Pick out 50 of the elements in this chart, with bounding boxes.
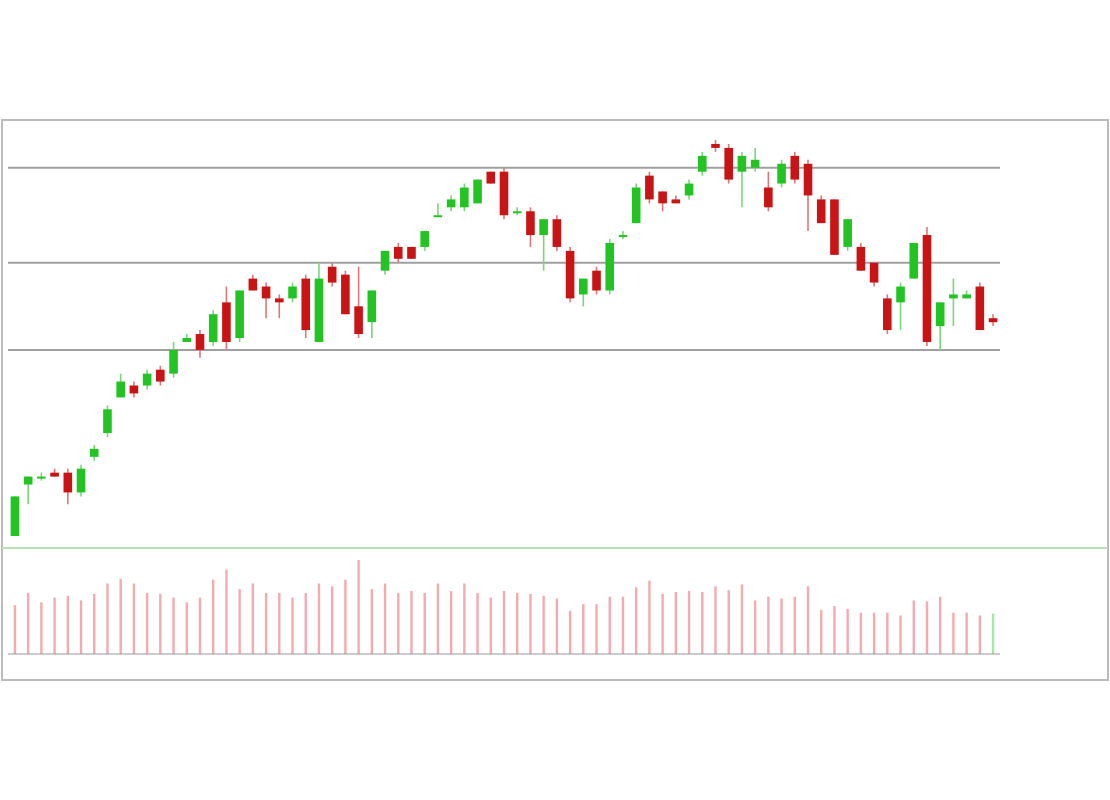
candlestick [975, 281, 985, 331]
candlestick [605, 238, 615, 296]
candlestick [222, 285, 231, 351]
candlestick [552, 214, 562, 252]
candlestick [367, 289, 377, 339]
candlestick [76, 463, 86, 498]
candlestick [631, 182, 641, 224]
candlestick [816, 194, 826, 224]
candlestick [420, 230, 429, 252]
candlestick [737, 151, 747, 209]
candlestick [208, 309, 218, 347]
candlestick [354, 265, 363, 339]
candlestick [592, 265, 601, 296]
candlestick [565, 246, 575, 304]
candlestick [949, 277, 958, 327]
candlestick [618, 230, 628, 240]
candlestick [896, 281, 905, 331]
candlestick [697, 151, 707, 177]
candlestick [288, 281, 297, 304]
candlestick [341, 269, 350, 316]
candlestick [10, 495, 20, 537]
candlestick [883, 293, 892, 335]
candlestick [23, 475, 33, 506]
candlestick [579, 277, 588, 308]
candlestick [843, 218, 852, 252]
candlestick [499, 166, 509, 220]
candlestick [645, 170, 654, 205]
candlestick [103, 404, 112, 438]
candlestick [777, 159, 786, 189]
candlestick [658, 190, 667, 213]
candlestick [275, 293, 284, 319]
candlestick [803, 159, 813, 232]
candlestick [764, 170, 773, 213]
candlestick [526, 206, 535, 248]
candlestick [724, 143, 733, 185]
candlestick [460, 182, 469, 213]
candlestick [195, 329, 205, 359]
candlestick [909, 242, 919, 280]
candlestick [433, 202, 443, 218]
candlestick [169, 341, 178, 379]
candlestick [790, 151, 800, 185]
candlestick [142, 368, 152, 391]
candlestick [750, 147, 760, 173]
candlestick [235, 289, 244, 343]
candlestick [935, 301, 945, 351]
candlestick [539, 218, 548, 272]
candlestick [156, 364, 165, 387]
candlestick [393, 242, 403, 264]
candlestick [856, 242, 866, 272]
candlestick [327, 261, 337, 288]
